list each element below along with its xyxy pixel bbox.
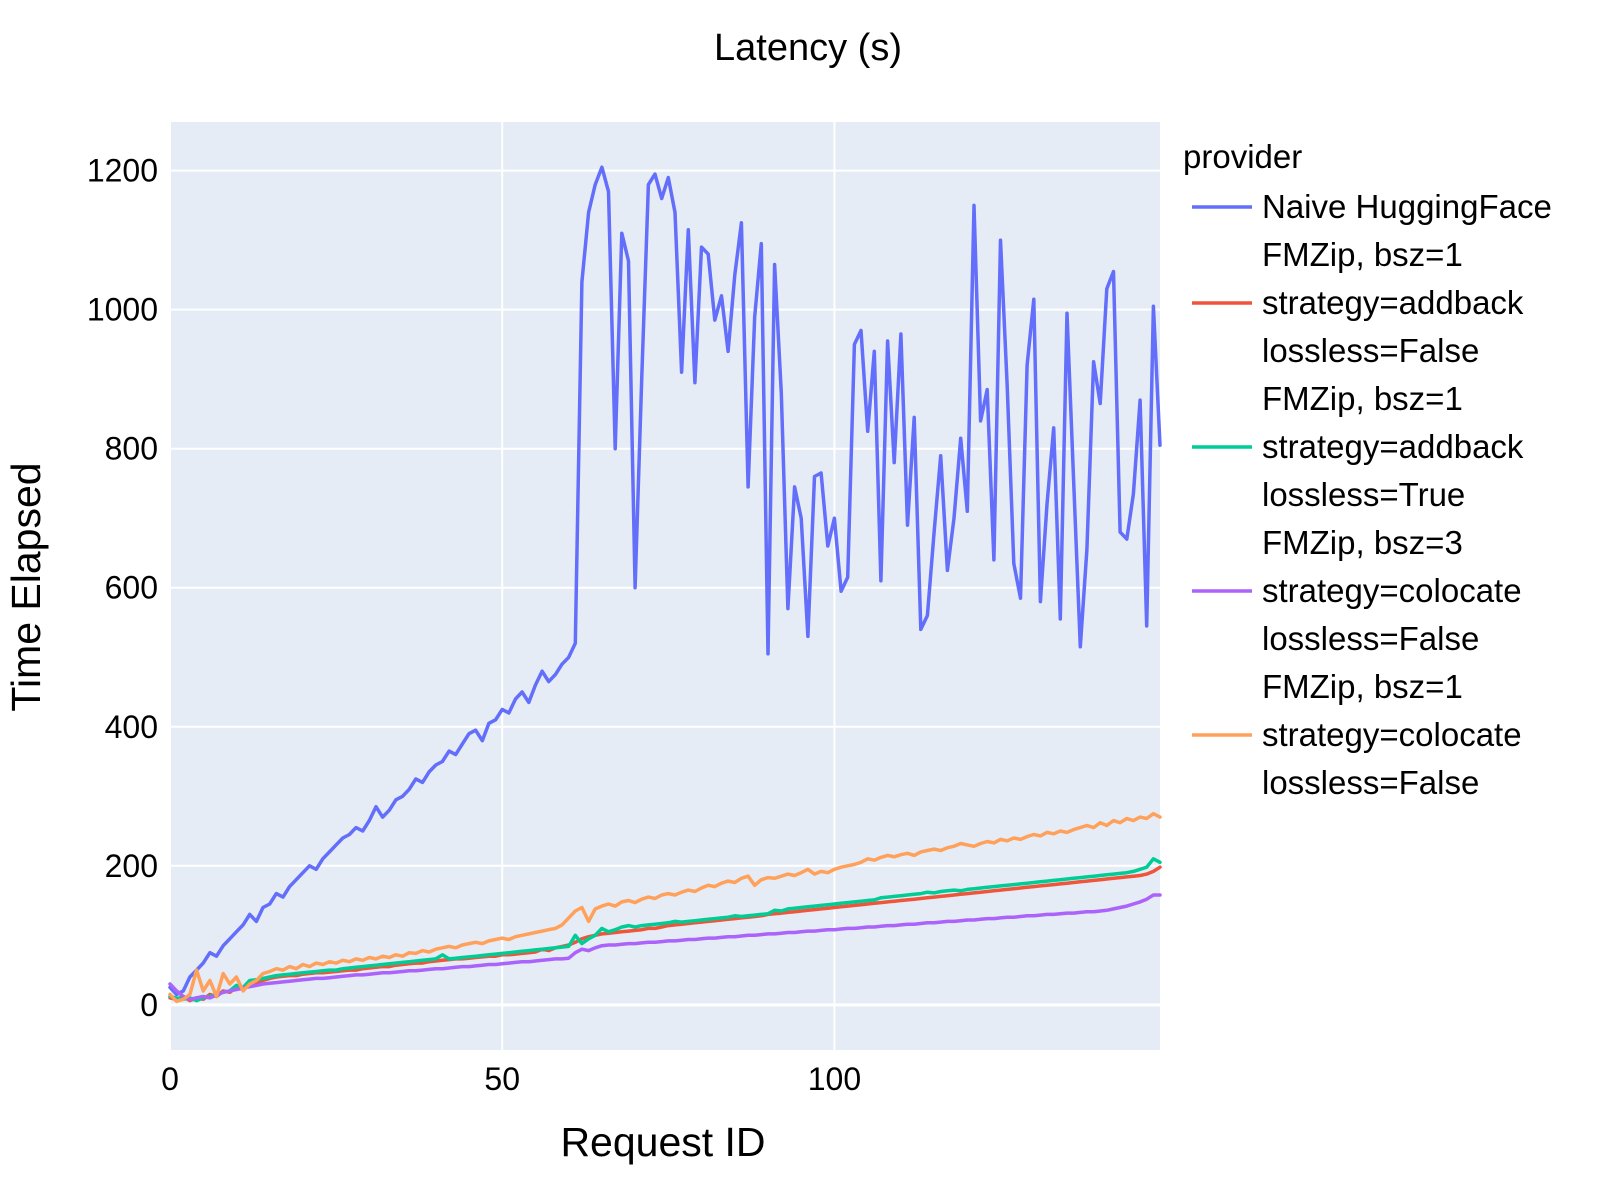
legend-label: strategy=colocate [1262, 572, 1522, 609]
series-lines [168, 165, 1162, 1004]
x-axis-title: Request ID [560, 1119, 765, 1165]
y-tick-label: 0 [140, 987, 158, 1023]
legend-label: strategy=addback [1262, 428, 1524, 465]
y-tick-label: 200 [105, 848, 158, 884]
legend-label: Naive HuggingFace [1262, 188, 1552, 225]
legend-label: lossless=True [1262, 476, 1465, 513]
legend-item: Naive HuggingFace [1192, 188, 1552, 225]
legend-item: FMZip, bsz=3 strategy=colocate lossless=Fa… [1192, 524, 1522, 657]
legend-label: FMZip, bsz=1 [1262, 668, 1463, 705]
legend: provider Naive HuggingFace FMZip, bsz=1 st… [1183, 138, 1552, 801]
legend-title: provider [1183, 138, 1302, 175]
legend-item: FMZip, bsz=1 strategy=addback lossless=Fal… [1192, 236, 1524, 369]
y-tick-label: 800 [105, 431, 158, 467]
legend-item: FMZip, bsz=1 strategy=addback lossless=Tru… [1192, 380, 1524, 513]
legend-label: lossless=False [1262, 764, 1479, 801]
legend-label: lossless=False [1262, 620, 1479, 657]
legend-label: lossless=False [1262, 332, 1479, 369]
legend-label: FMZip, bsz=1 [1262, 236, 1463, 273]
series-line-0 [168, 165, 1162, 997]
y-tick-label: 400 [105, 709, 158, 745]
x-tick-label: 100 [808, 1061, 861, 1097]
series-line-2 [168, 857, 1162, 1003]
y-tick-label: 1000 [87, 292, 158, 328]
legend-label: FMZip, bsz=1 [1262, 380, 1463, 417]
x-tick-label: 50 [484, 1061, 520, 1097]
axis-ticks: 0 200 400 600 800 1000 1200 0 50 100 [87, 153, 861, 1097]
series-line-3 [168, 893, 1162, 1002]
legend-label: strategy=addback [1262, 284, 1524, 321]
grid [169, 122, 1160, 1050]
series-line-4 [168, 811, 1162, 1004]
chart-title: Latency (s) [714, 27, 902, 69]
legend-label: FMZip, bsz=3 [1262, 524, 1463, 561]
y-tick-label: 600 [105, 570, 158, 606]
y-tick-label: 1200 [87, 153, 158, 189]
x-tick-label: 0 [161, 1061, 179, 1097]
legend-label: strategy=colocate [1262, 716, 1522, 753]
plot-area [170, 122, 1160, 1050]
y-axis-title: Time Elapsed [3, 462, 49, 711]
legend-item: FMZip, bsz=1 strategy=colocate lossless=Fa… [1192, 668, 1522, 801]
